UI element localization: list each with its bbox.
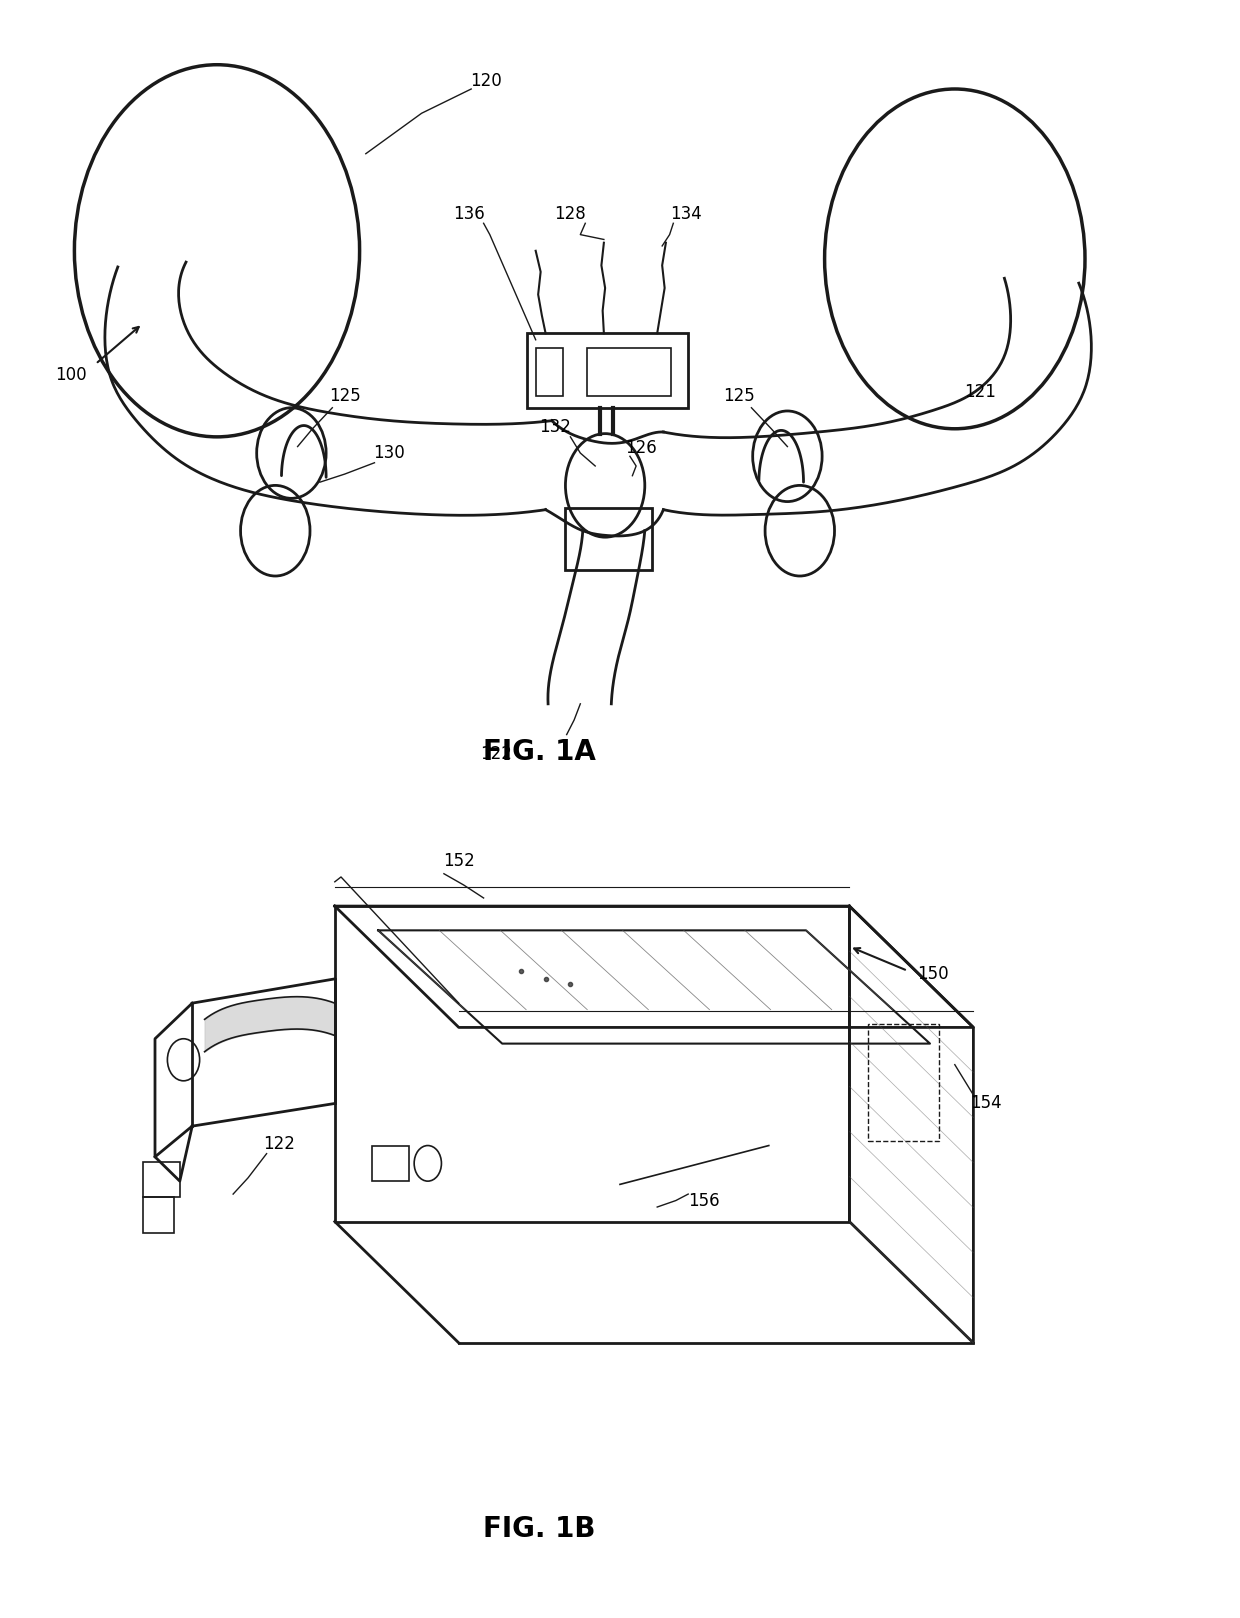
- Bar: [565, 508, 652, 570]
- Text: FIG. 1A: FIG. 1A: [482, 738, 596, 767]
- Text: 128: 128: [554, 204, 587, 223]
- Text: 121: 121: [963, 382, 996, 401]
- Text: 152: 152: [443, 851, 475, 870]
- Bar: [868, 1024, 939, 1141]
- Text: 130: 130: [373, 443, 405, 463]
- Text: 154: 154: [970, 1094, 1002, 1113]
- Text: 122: 122: [480, 744, 512, 764]
- Text: FIG. 1B: FIG. 1B: [484, 1514, 595, 1544]
- Bar: [587, 348, 671, 396]
- Text: 126: 126: [625, 438, 657, 458]
- Bar: [536, 348, 563, 396]
- Text: 150: 150: [916, 964, 949, 984]
- Text: 156: 156: [688, 1191, 720, 1210]
- Bar: [372, 1146, 409, 1181]
- Text: 136: 136: [453, 204, 485, 223]
- Text: 125: 125: [723, 387, 755, 406]
- Text: 125: 125: [329, 387, 361, 406]
- Bar: [143, 1197, 174, 1233]
- Text: 122: 122: [263, 1134, 295, 1154]
- Text: 120: 120: [470, 71, 502, 91]
- Bar: [143, 1162, 180, 1197]
- Bar: [527, 333, 688, 408]
- Text: 134: 134: [670, 204, 702, 223]
- Text: 132: 132: [539, 417, 572, 437]
- Text: 100: 100: [55, 366, 87, 385]
